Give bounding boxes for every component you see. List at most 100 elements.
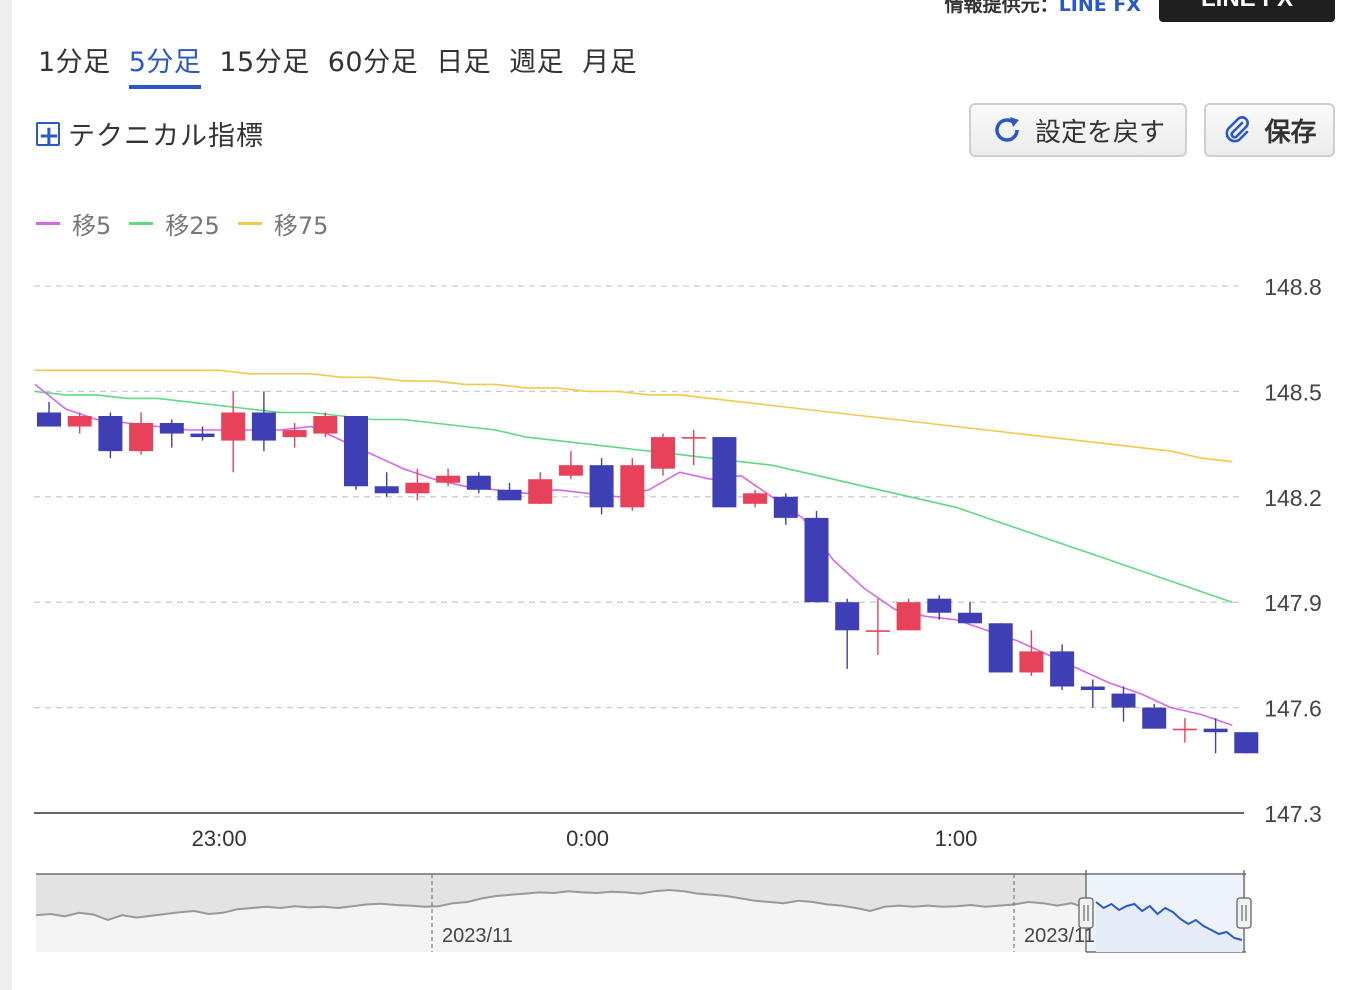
x-tick-label: 1:00 <box>935 826 978 851</box>
candle <box>1111 686 1136 722</box>
candle-body <box>681 437 706 439</box>
candle <box>1142 704 1167 729</box>
save-button[interactable]: 保存 <box>1204 103 1335 157</box>
candle-body <box>344 415 368 487</box>
candle <box>804 510 829 603</box>
timeframe-tab-3[interactable]: 60分足 <box>327 47 419 78</box>
candle-body <box>190 433 215 438</box>
candle <box>589 458 614 515</box>
candle-body <box>896 602 921 631</box>
timeframe-tab-4[interactable]: 日足 <box>436 47 492 78</box>
candle <box>436 468 461 487</box>
axis-layer: 148.8 148.5 148.2 147.9 147.6 147.3 23:00 0:00 1… <box>34 274 1322 851</box>
legend-label: 移25 <box>165 212 220 240</box>
candle <box>927 595 952 620</box>
brand-logo[interactable]: LINE FX <box>1159 0 1335 22</box>
candle-body <box>988 623 1013 673</box>
plus-icon: + <box>36 120 60 151</box>
candle <box>1172 718 1197 743</box>
candle <box>651 433 675 476</box>
y-tick-label: 148.8 <box>1264 274 1322 300</box>
technical-indicator-label: テクニカル指標 <box>68 121 264 152</box>
candle <box>405 468 430 501</box>
candlestick-chart: 148.8 148.5 148.2 147.9 147.6 147.3 23:00 0:00 1… <box>34 274 1322 953</box>
candle-body <box>497 489 522 501</box>
candle <box>681 430 706 466</box>
navigator-history-line <box>35 888 1087 922</box>
timeframe-tab-5[interactable]: 週足 <box>509 47 565 78</box>
timeframe-tab-2[interactable]: 15分足 <box>219 47 310 78</box>
navigator-date-label: 2023/11 <box>442 925 513 947</box>
candle <box>190 426 215 441</box>
provider-credit: 情報提供元：LINE FX <box>945 0 1141 17</box>
candle-body <box>927 598 952 613</box>
candle <box>620 458 645 511</box>
candle <box>1050 644 1075 691</box>
candle <box>313 412 338 438</box>
candle-body <box>67 415 92 427</box>
range-navigator[interactable]: 2023/11 2023/11 <box>35 870 1252 953</box>
paperclip-icon <box>1222 115 1252 145</box>
y-tick-label: 148.2 <box>1264 485 1322 511</box>
candle-body <box>1142 707 1167 729</box>
candle <box>98 412 123 459</box>
candle <box>374 472 399 497</box>
reset-settings-button[interactable]: 設定を戻す <box>969 103 1187 157</box>
candle-body <box>773 496 798 518</box>
candle-body <box>1019 651 1044 673</box>
navigator-handle[interactable] <box>1236 897 1252 929</box>
timeframe-tab-1[interactable]: 5分足 <box>128 40 202 89</box>
provider-prefix: 情報提供元： <box>944 0 1059 16</box>
candle <box>712 437 737 508</box>
technical-indicator-toggle[interactable]: + テクニカル指標 <box>36 114 264 153</box>
timeframe-tab-0[interactable]: 1分足 <box>38 47 111 78</box>
candle-body <box>221 412 246 441</box>
reset-settings-label: 設定を戻す <box>1034 117 1165 148</box>
candle-body <box>1080 686 1105 691</box>
candle-body <box>1234 732 1259 754</box>
save-label: 保存 <box>1264 117 1317 148</box>
candle <box>988 623 1013 673</box>
candle-body <box>743 493 768 504</box>
candle-body <box>251 412 276 441</box>
candle-body <box>159 423 184 434</box>
candle-body <box>528 479 553 504</box>
navigator-handle[interactable] <box>1078 897 1094 929</box>
candle-layer <box>37 391 1259 754</box>
navigator-date-label: 2023/11 <box>1024 925 1095 947</box>
candle-body <box>865 630 890 632</box>
candle-body <box>804 517 829 603</box>
candle <box>958 602 982 624</box>
candle <box>159 419 184 448</box>
legend-item-0[interactable]: 移5 <box>36 206 111 241</box>
candle-body <box>712 437 737 508</box>
x-tick-label: 23:00 <box>192 826 247 851</box>
candle-body <box>1172 728 1197 731</box>
candle-body <box>37 412 61 427</box>
navigator-history-area <box>36 890 1086 952</box>
y-tick-label: 147.9 <box>1264 590 1322 616</box>
legend-item-1[interactable]: 移25 <box>129 206 220 241</box>
provider-link[interactable]: LINE FX <box>1058 0 1141 16</box>
navigator-selection-area <box>1096 902 1242 952</box>
y-tick-label: 147.3 <box>1264 801 1322 827</box>
candle-body <box>589 465 614 508</box>
timeframe-tab-6[interactable]: 月足 <box>582 47 638 78</box>
candle-body <box>958 612 982 624</box>
candle <box>67 412 92 434</box>
candle <box>1019 630 1044 676</box>
candle <box>558 451 583 480</box>
y-tick-label: 148.5 <box>1264 379 1322 405</box>
candle-body <box>835 602 860 631</box>
y-tick-label: 147.6 <box>1264 696 1322 722</box>
legend-label: 移5 <box>72 212 112 240</box>
candle <box>221 391 246 473</box>
ma-line <box>34 390 1233 603</box>
candle <box>251 391 276 452</box>
candle-body <box>313 415 338 434</box>
legend-item-2[interactable]: 移75 <box>237 206 328 241</box>
candle <box>129 412 154 455</box>
candle-body <box>558 465 583 476</box>
candle-body <box>1203 728 1228 733</box>
legend-swatch <box>129 222 154 225</box>
